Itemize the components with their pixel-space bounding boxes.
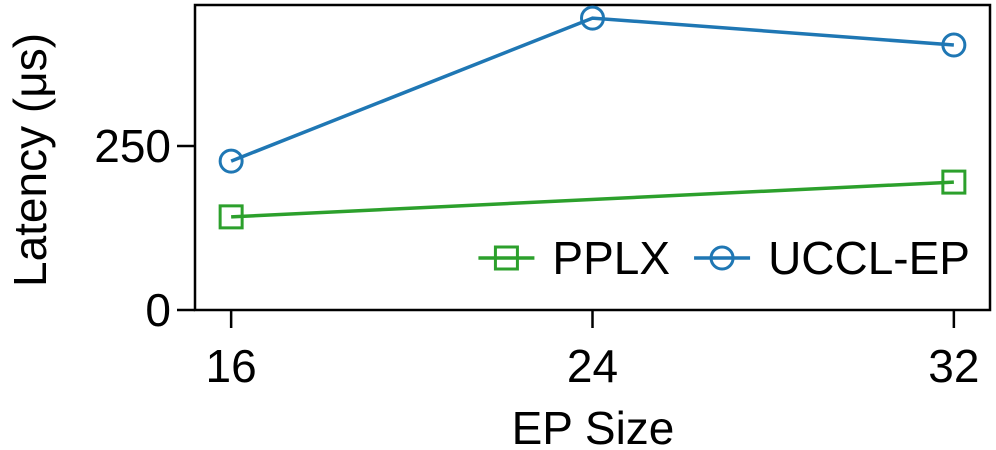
marker [493,245,519,271]
x-tick-label: 16 [206,340,257,392]
marker [218,148,244,174]
y-tick-label: 250 [94,120,171,172]
series-line [230,16,954,163]
x-axis-label: EP Size [512,402,675,450]
y-tick-label: 0 [145,284,171,336]
series-line [231,180,954,219]
marker [218,204,244,230]
x-tick-label: 32 [928,340,979,392]
y-axis-label: Latency (μs) [4,33,56,287]
legend-label: UCCL-EP [768,232,970,284]
x-tick-label: 24 [567,340,618,392]
legend-label: PPLX [552,232,670,284]
marker [709,245,735,271]
marker [941,169,967,195]
marker [941,32,967,58]
marker [580,5,605,31]
